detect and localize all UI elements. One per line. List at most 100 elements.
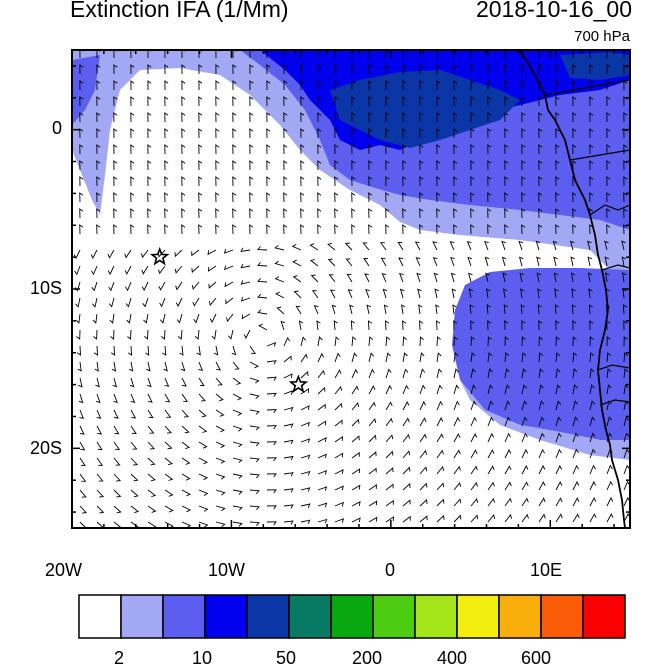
wind-barb bbox=[113, 128, 118, 139]
wind-barb bbox=[521, 192, 526, 203]
wind-barb bbox=[623, 448, 630, 459]
wind-barb bbox=[385, 80, 390, 91]
wind-barb bbox=[419, 368, 426, 379]
wind-barb bbox=[368, 434, 377, 443]
wind-barb bbox=[606, 128, 611, 139]
wind-barb bbox=[589, 336, 594, 347]
wind-barb bbox=[147, 128, 152, 139]
wind-barb bbox=[433, 272, 439, 283]
wind-barb bbox=[317, 420, 327, 427]
wind-barb bbox=[147, 489, 157, 498]
wind-barb bbox=[317, 192, 322, 203]
wind-barb bbox=[215, 473, 226, 480]
wind-barb bbox=[283, 224, 288, 235]
wind-barb bbox=[588, 288, 593, 299]
wind-barb bbox=[147, 80, 152, 91]
wind-barb bbox=[164, 409, 172, 418]
wind-barb bbox=[232, 457, 243, 464]
wind-barb bbox=[113, 224, 118, 235]
lon-label-10w: 10W bbox=[208, 560, 246, 580]
wind-barb bbox=[436, 465, 445, 475]
wind-barb bbox=[623, 112, 628, 123]
wind-barb bbox=[467, 256, 473, 267]
wind-barb bbox=[606, 352, 611, 363]
wind-barb bbox=[198, 192, 203, 203]
wind-barb bbox=[181, 64, 186, 75]
wind-barb bbox=[351, 402, 360, 411]
wind-barb bbox=[536, 256, 541, 267]
wind-barb bbox=[96, 96, 101, 107]
wind-barb bbox=[402, 176, 407, 187]
wind-barb bbox=[367, 320, 373, 331]
wind-barb bbox=[385, 467, 394, 475]
wind-barb bbox=[334, 176, 339, 187]
wind-barb bbox=[164, 112, 169, 123]
wind-barb bbox=[300, 470, 311, 476]
wind-barb bbox=[198, 144, 203, 155]
wind-barb bbox=[181, 521, 192, 528]
wind-barb bbox=[300, 503, 311, 508]
wind-barb bbox=[164, 96, 169, 107]
wind-barb bbox=[283, 423, 294, 428]
wind-barb bbox=[436, 352, 442, 363]
wind-barb bbox=[147, 112, 152, 123]
wind-barb bbox=[124, 249, 132, 259]
wind-barb bbox=[521, 80, 526, 91]
wind-barb bbox=[317, 469, 328, 475]
wind-barb bbox=[249, 192, 254, 203]
wind-barb bbox=[555, 497, 563, 507]
wind-barb bbox=[231, 345, 237, 356]
wind-barb bbox=[164, 176, 169, 187]
wind-barb bbox=[351, 435, 360, 443]
wind-barb bbox=[470, 208, 475, 219]
wind-barb bbox=[520, 288, 525, 299]
wind-barb bbox=[208, 265, 217, 272]
wind-barb bbox=[125, 297, 132, 308]
cbar-label-400: 400 bbox=[437, 648, 468, 668]
wind-barb bbox=[368, 516, 378, 523]
wind-barb bbox=[317, 128, 322, 139]
wind-barb bbox=[606, 496, 614, 507]
wind-barb bbox=[198, 80, 203, 91]
colorbar-swatch bbox=[498, 594, 542, 639]
wind-barb bbox=[317, 224, 322, 235]
wind-barb bbox=[164, 208, 169, 219]
colorbar-swatch bbox=[330, 594, 374, 639]
wind-barb bbox=[298, 320, 304, 331]
wind-barb bbox=[317, 112, 322, 123]
wind-barb bbox=[453, 368, 459, 379]
wind-barb bbox=[504, 208, 509, 219]
wind-barb bbox=[327, 242, 336, 251]
wind-barb bbox=[113, 160, 118, 171]
wind-barb bbox=[521, 320, 526, 331]
wind-barb bbox=[570, 272, 576, 283]
wind-barb bbox=[436, 112, 441, 123]
wind-barb bbox=[215, 128, 220, 139]
wind-barb bbox=[207, 249, 217, 256]
wind-barb bbox=[96, 489, 105, 498]
wind-barb bbox=[589, 160, 594, 171]
wind-barb bbox=[113, 112, 118, 123]
wind-barb bbox=[232, 128, 237, 139]
wind-barb bbox=[300, 144, 305, 155]
wind-barb bbox=[130, 192, 135, 203]
wind-barb bbox=[232, 361, 240, 370]
wind-barb bbox=[487, 384, 494, 395]
wind-barb bbox=[113, 473, 122, 482]
wind-barb bbox=[130, 128, 135, 139]
wind-barb bbox=[453, 176, 458, 187]
wind-barb bbox=[401, 304, 406, 315]
wind-barb bbox=[232, 192, 237, 203]
wind-barb bbox=[174, 249, 183, 258]
wind-barb bbox=[555, 384, 561, 395]
wind-barb bbox=[385, 499, 394, 507]
wind-barb bbox=[283, 112, 288, 123]
wind-barb bbox=[520, 304, 525, 315]
wind-barb bbox=[572, 480, 580, 491]
wind-barb bbox=[215, 521, 226, 528]
wind-barb bbox=[113, 208, 118, 219]
wind-barb bbox=[521, 64, 526, 75]
wind-barb bbox=[368, 176, 373, 187]
wind-barb bbox=[504, 497, 512, 507]
wind-barb bbox=[257, 293, 268, 299]
